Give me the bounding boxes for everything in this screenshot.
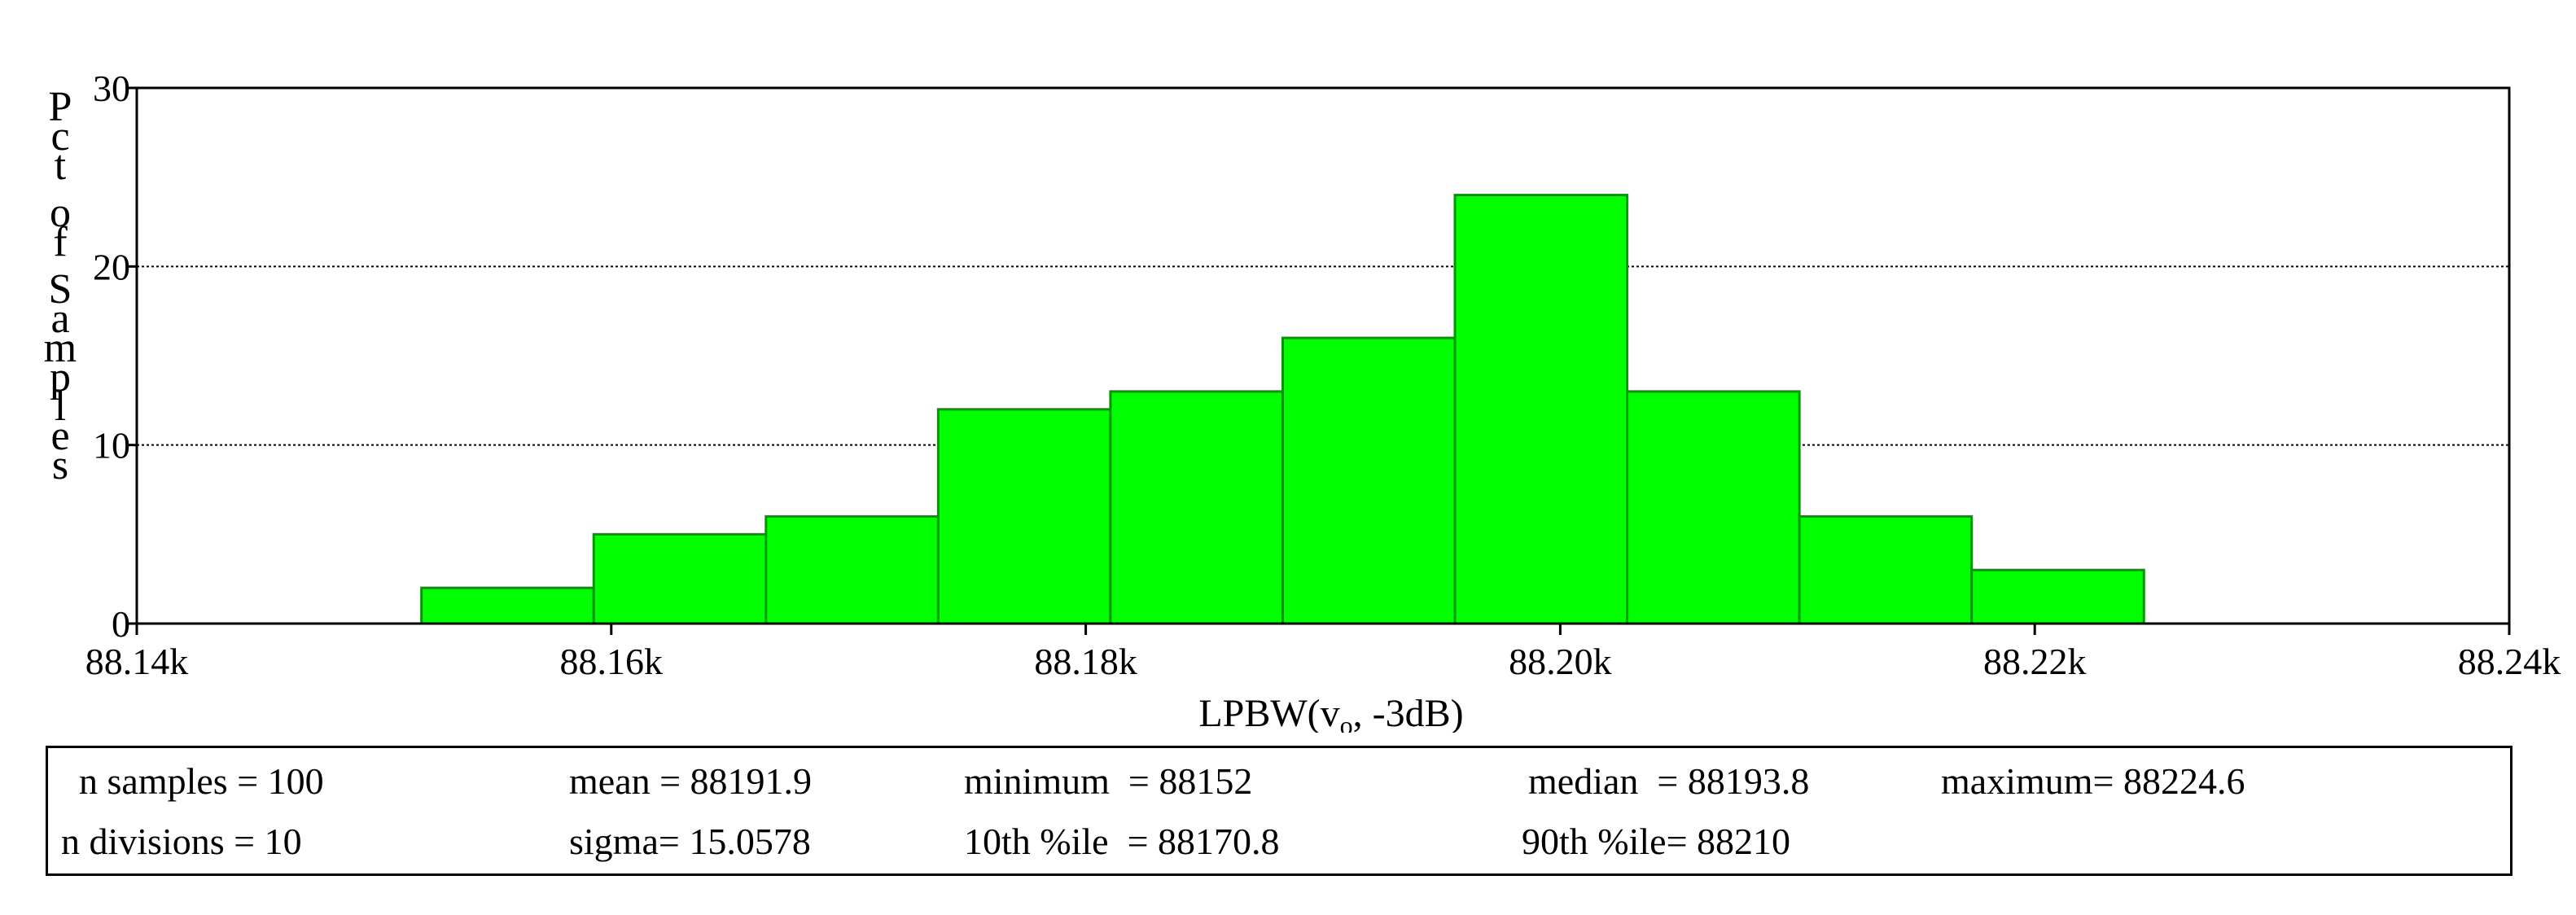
histogram-bars <box>420 194 2145 625</box>
stat-minimum: minimum = 88152 <box>964 760 1253 802</box>
x-tick-label: 88.16k <box>560 641 664 682</box>
histogram-bar <box>1970 568 2145 625</box>
y-label-char: s <box>52 442 68 488</box>
y-label-char: o <box>50 190 71 236</box>
stat-mean: mean = 88191.9 <box>569 760 813 802</box>
stat-n-divisions: n divisions = 10 <box>61 821 302 862</box>
histogram-bar <box>1281 336 1457 625</box>
y-label-char: m <box>44 325 77 371</box>
x-tick-label: 88.22k <box>1983 641 2087 682</box>
y-label-char: P <box>49 84 72 130</box>
stat-90th-percentile: 90th %ile= 88210 <box>1522 821 1791 862</box>
y-label-char: a <box>50 296 69 342</box>
stat-sigma: sigma= 15.0578 <box>569 821 811 862</box>
y-label-char: e <box>50 413 69 459</box>
stat-n-samples: n samples = 100 <box>79 760 324 802</box>
stat-median: median = 88193.8 <box>1528 760 1810 802</box>
histogram-bar <box>592 532 768 625</box>
histogram-bar <box>1626 390 1801 625</box>
y-tick-label: 0 <box>112 603 130 645</box>
y-tick-label: 20 <box>93 246 130 287</box>
histogram-bar <box>1798 514 1974 625</box>
y-tick-label: 10 <box>93 425 130 466</box>
plot-frame <box>135 86 2511 625</box>
histogram-bar <box>764 514 940 625</box>
histogram-bar <box>420 586 595 625</box>
x-axis-label: LPBW(vo, -3dB) <box>1198 692 1463 733</box>
y-tick-label: 30 <box>93 68 130 109</box>
histogram-bar <box>1109 390 1284 625</box>
stat-maximum: maximum= 88224.6 <box>1941 760 2245 802</box>
x-axis-ticks: 88.14k 88.16k 88.18k 88.20k 88.22k 88.24k <box>85 624 2561 682</box>
y-label-char: t <box>55 142 67 189</box>
y-label-char: S <box>49 266 72 313</box>
histogram-bar <box>1453 194 1629 625</box>
histogram-chart: 88.14k 88.16k 88.18k 88.20k 88.22k 88.24k 0 10… <box>44 68 2561 733</box>
x-tick-label: 88.24k <box>2458 641 2561 682</box>
y-label-char: c <box>50 113 69 160</box>
y-label-char: f <box>53 219 68 265</box>
x-tick-label: 88.20k <box>1509 641 1612 682</box>
statistics-box: n samples = 100 mean = 88191.9 minimum =… <box>46 746 2512 876</box>
y-label-char: p <box>50 354 71 401</box>
x-tick-label: 88.14k <box>85 641 189 682</box>
stat-10th-percentile: 10th %ile = 88170.8 <box>964 821 1280 862</box>
histogram-bar <box>936 408 1112 625</box>
y-axis-ticks: 0 10 20 30 <box>93 68 137 645</box>
y-label-char: l <box>55 383 66 430</box>
x-tick-label: 88.18k <box>1034 641 1137 682</box>
